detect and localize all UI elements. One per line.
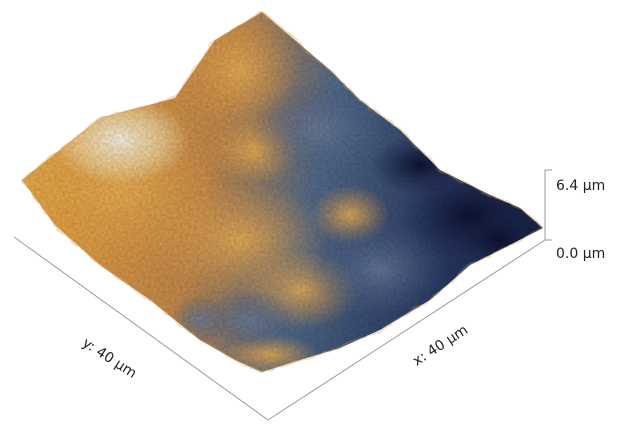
z-scale-min-label: 0.0 µm: [556, 246, 606, 262]
axis-frame: [13, 169, 552, 421]
surface-edge: [20, 10, 545, 374]
z-scale-max-label: 6.4 µm: [556, 178, 606, 194]
